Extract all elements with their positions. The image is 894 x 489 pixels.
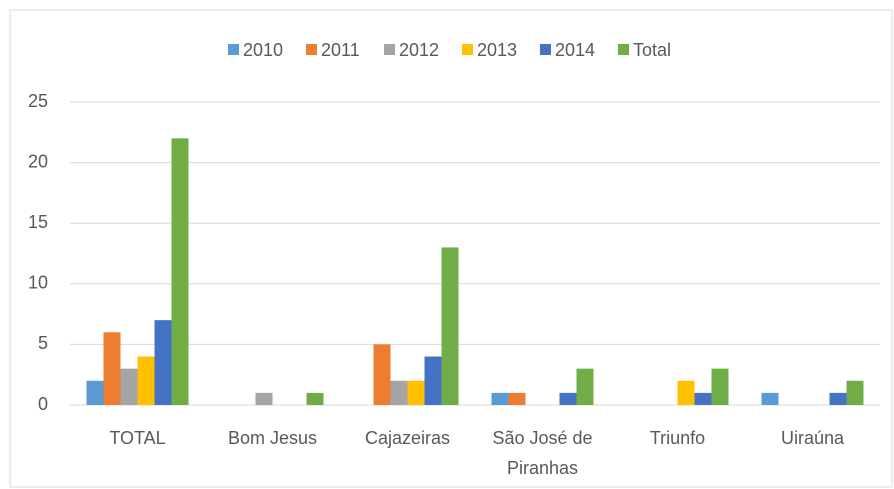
legend-swatch <box>462 44 473 55</box>
bar <box>255 392 273 405</box>
legend-label: 2010 <box>243 40 283 60</box>
bar <box>559 392 577 405</box>
x-tick-label: São José de Piranhas <box>492 428 593 478</box>
x-tick-label: Bom Jesus <box>227 428 318 448</box>
y-tick-label: 15 <box>28 212 48 232</box>
bar <box>677 380 695 405</box>
legend-label: 2014 <box>555 40 595 60</box>
bar <box>761 392 779 405</box>
x-tick-label: Triunfo <box>649 428 706 448</box>
bar <box>491 392 509 405</box>
bar <box>576 368 594 405</box>
y-tick-label: 20 <box>28 151 48 171</box>
legend-label: 2012 <box>399 40 439 60</box>
bar <box>171 138 189 406</box>
y-tick-label: 25 <box>28 91 48 111</box>
bar <box>137 356 155 405</box>
bar <box>373 344 391 405</box>
bar <box>508 392 526 405</box>
y-tick-label: 5 <box>38 333 48 353</box>
x-tick-label: TOTAL <box>109 428 166 448</box>
bar <box>829 392 847 405</box>
legend-swatch <box>540 44 551 55</box>
bar <box>441 247 459 405</box>
bar <box>306 392 324 405</box>
legend-swatch <box>618 44 629 55</box>
legend-swatch <box>228 44 239 55</box>
bar <box>407 380 425 405</box>
x-tick-label: Cajazeiras <box>364 428 451 448</box>
bar <box>711 368 729 405</box>
legend-label: 2013 <box>477 40 517 60</box>
x-tick-label: Uiraúna <box>780 428 845 448</box>
bar <box>120 368 138 405</box>
legend-label: 2011 <box>321 40 360 60</box>
y-tick-label: 10 <box>28 273 48 293</box>
bar <box>103 332 121 405</box>
bar <box>86 380 104 405</box>
y-tick-label: 0 <box>38 394 48 414</box>
bar <box>154 320 172 405</box>
bar <box>846 380 864 405</box>
bar <box>694 392 712 405</box>
bar <box>424 356 442 405</box>
legend-swatch <box>384 44 395 55</box>
legend-swatch <box>306 44 317 55</box>
bar <box>390 380 408 405</box>
legend-label: Total <box>633 40 671 60</box>
